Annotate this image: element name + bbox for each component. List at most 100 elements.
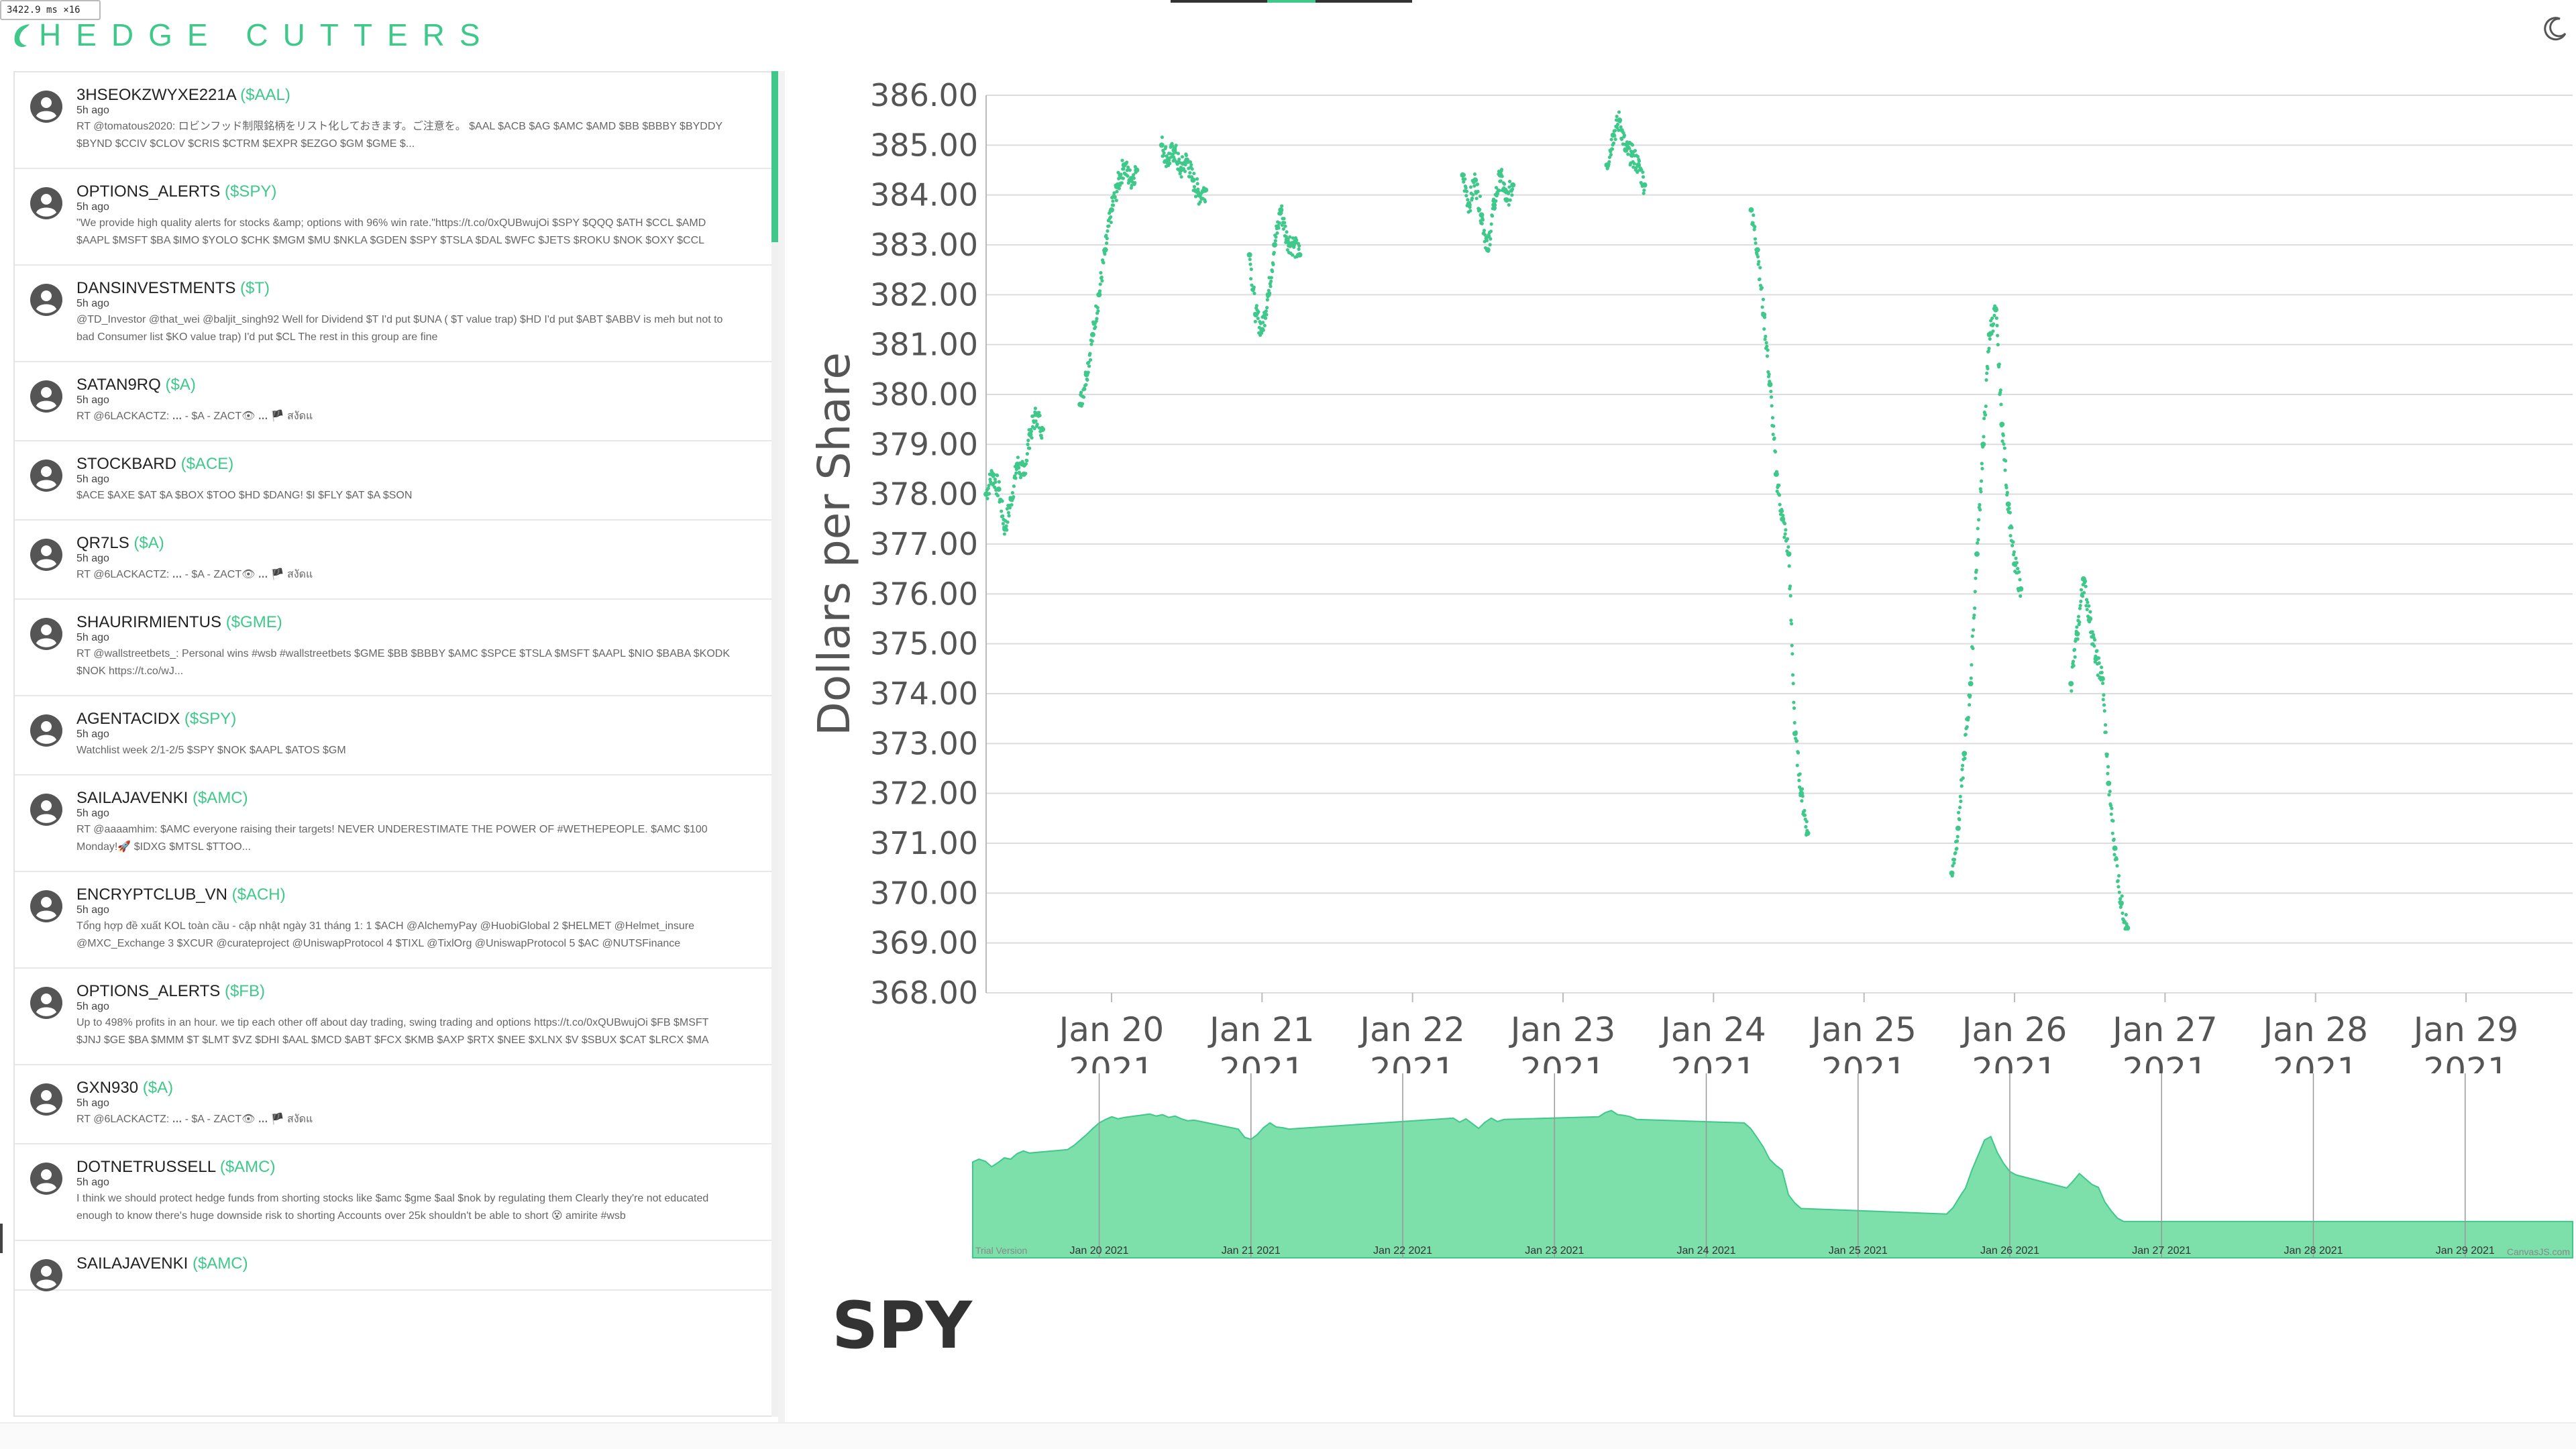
feed-item[interactable]: SAILAJAVENKI ($AMC) 5h ago RT @aaaamhim: $… [15, 775, 775, 872]
feed-item[interactable]: SATAN9RQ ($A) 5h ago RT @6LACKACTZ: ꓸꓸꓸ - … [15, 362, 775, 441]
navigator-tick-label: Jan 28 2021 [2284, 1245, 2343, 1256]
feed-ticker[interactable]: ($AAL) [240, 86, 290, 104]
feed-handle-name[interactable]: ENCRYPTCLUB_VN [76, 885, 227, 904]
feed-handle-name[interactable]: GXN930 [76, 1079, 139, 1097]
feed-ticker[interactable]: ($GME) [225, 613, 282, 631]
price-point [1794, 730, 1798, 734]
feed-ticker[interactable]: ($A) [165, 376, 196, 394]
feed-time: 5h ago [76, 808, 109, 819]
price-point [1272, 242, 1277, 248]
price-point [1959, 799, 1963, 804]
feed-ticker[interactable]: ($AMC) [192, 789, 248, 807]
feed-handle-name[interactable]: SAILAJAVENKI [76, 1254, 189, 1273]
feed-item[interactable]: AGENTACIDX ($SPY) 5h ago Watchlist week 2/… [15, 696, 775, 775]
price-point [1261, 328, 1265, 332]
feed-ticker[interactable]: ($AMC) [219, 1158, 276, 1176]
feed-ticker[interactable]: ($SPY) [224, 182, 277, 201]
price-point [993, 485, 997, 489]
price-point [1038, 413, 1042, 418]
feed-handle-name[interactable]: DOTNETRUSSELL [76, 1158, 216, 1176]
feed-ticker[interactable]: ($FB) [224, 982, 265, 1000]
feed-item[interactable]: SAILAJAVENKI ($AMC) [15, 1241, 775, 1291]
feed-ticker[interactable]: ($ACE) [180, 455, 234, 473]
moon-icon[interactable] [2541, 13, 2571, 43]
feed-handle-name[interactable]: SATAN9RQ [76, 376, 161, 394]
feed-handle[interactable]: QR7LS ($A) [76, 534, 735, 553]
y-tick-label: 381.00 [870, 327, 978, 363]
feed-handle[interactable]: GXN930 ($A) [76, 1079, 735, 1097]
feed-handle-name[interactable]: STOCKBARD [76, 455, 176, 473]
y-tick-label: 373.00 [870, 725, 978, 761]
price-point [1267, 288, 1271, 292]
feed-handle-name[interactable]: SHAURIRMIENTUS [76, 613, 222, 631]
price-point [1196, 187, 1200, 191]
feed-item[interactable]: STOCKBARD ($ACE) 5h ago $ACE $AXE $AT $A $… [15, 441, 775, 521]
feed-handle-name[interactable]: 3HSEOKZWYXE221A [76, 86, 236, 104]
feed-item[interactable]: 3HSEOKZWYXE221A ($AAL) 5h ago RT @tomatous… [15, 72, 775, 169]
price-point [2084, 584, 2088, 588]
feed-handle-name[interactable]: SAILAJAVENKI [76, 789, 189, 807]
feed-ticker[interactable]: ($T) [240, 279, 270, 297]
price-point [1192, 184, 1197, 189]
feed-scrollbar[interactable] [771, 71, 780, 1417]
feed-handle-name[interactable]: OPTIONS_ALERTS [76, 182, 221, 201]
navigator-credit: CanvasJS.com [2507, 1246, 2570, 1257]
price-chart[interactable]: 368.00 369.00 370.00 371.00 372.00 373.00 374.… [792, 67, 2576, 1073]
feed-item[interactable]: DANSINVESTMENTS ($T) 5h ago @TD_Investor @… [15, 266, 775, 362]
price-point [1111, 199, 1115, 203]
feed-item[interactable]: ENCRYPTCLUB_VN ($ACH) 5h ago Tổng hợp đề x… [15, 872, 775, 969]
feed-handle[interactable]: SAILAJAVENKI ($AMC) [76, 789, 735, 808]
feed-ticker[interactable]: ($SPY) [184, 710, 237, 728]
price-point [1768, 382, 1772, 386]
feed-handle[interactable]: SATAN9RQ ($A) [76, 376, 735, 394]
price-point [1488, 243, 1492, 247]
feed-item[interactable]: GXN930 ($A) 5h ago RT @6LACKACTZ: ꓸꓸꓸ - $A… [15, 1065, 775, 1144]
x-tick-year-label: 2021 [1370, 1051, 1455, 1073]
feed-handle[interactable]: DANSINVESTMENTS ($T) [76, 279, 735, 298]
price-point [1774, 470, 1779, 474]
feed-item[interactable]: OPTIONS_ALERTS ($SPY) 5h ago "We provide h… [15, 169, 775, 266]
brand[interactable]: HEDGE CUTTERS [9, 15, 495, 55]
price-point [1476, 189, 1480, 194]
feed-ticker[interactable]: ($ACH) [231, 885, 286, 904]
range-navigator[interactable]: Jan 20 2021 Jan 21 2021 Jan 22 2021 Jan 23 … [792, 1053, 2576, 1268]
price-point [1760, 305, 1764, 309]
feed-handle[interactable]: SHAURIRMIENTUS ($GME) [76, 613, 735, 632]
feed-ticker[interactable]: ($A) [133, 534, 164, 552]
feed-handle-name[interactable]: DANSINVESTMENTS [76, 279, 236, 297]
price-point [2007, 506, 2011, 511]
feed-item[interactable]: OPTIONS_ALERTS ($FB) 5h ago Up to 498% pro… [15, 969, 775, 1065]
feed-handle-name[interactable]: AGENTACIDX [76, 710, 180, 728]
top-tab-bar[interactable] [1171, 0, 1412, 3]
price-point [2078, 604, 2082, 608]
feed-ticker[interactable]: ($AMC) [192, 1254, 248, 1273]
feed-handle[interactable]: AGENTACIDX ($SPY) [76, 710, 735, 729]
feed-handle[interactable]: OPTIONS_ALERTS ($FB) [76, 982, 735, 1001]
price-point [1095, 317, 1099, 321]
feed-handle[interactable]: SAILAJAVENKI ($AMC) [76, 1254, 735, 1273]
price-point [1007, 514, 1011, 518]
feed-handle-name[interactable]: QR7LS [76, 534, 129, 552]
feed-item[interactable]: QR7LS ($A) 5h ago RT @6LACKACTZ: ꓸꓸꓸ - $A … [15, 521, 775, 600]
price-point [1120, 181, 1124, 185]
feed-scroll-thumb[interactable] [771, 71, 780, 242]
x-tick-label: Jan 22 [1358, 1010, 1465, 1049]
feed-handle[interactable]: 3HSEOKZWYXE221A ($AAL) [76, 86, 735, 105]
feed-handle[interactable]: OPTIONS_ALERTS ($SPY) [76, 182, 735, 201]
price-point [1994, 306, 1998, 310]
price-point [1012, 484, 1016, 488]
tweet-feed[interactable]: 3HSEOKZWYXE221A ($AAL) 5h ago RT @tomatous… [13, 71, 777, 1417]
price-point [2019, 594, 2023, 598]
price-point [1090, 339, 1094, 343]
feed-handle[interactable]: ENCRYPTCLUB_VN ($ACH) [76, 885, 735, 904]
feed-ticker[interactable]: ($A) [142, 1079, 174, 1097]
feed-handle-name[interactable]: OPTIONS_ALERTS [76, 982, 221, 1000]
price-point [1795, 763, 1799, 767]
feed-handle[interactable]: STOCKBARD ($ACE) [76, 455, 735, 474]
price-point [1990, 331, 1994, 336]
price-point [1132, 173, 1136, 177]
price-point [1764, 334, 1768, 339]
feed-item[interactable]: SHAURIRMIENTUS ($GME) 5h ago RT @wallstree… [15, 600, 775, 696]
feed-handle[interactable]: DOTNETRUSSELL ($AMC) [76, 1158, 735, 1177]
feed-item[interactable]: DOTNETRUSSELL ($AMC) 5h ago I think we sho… [15, 1144, 775, 1241]
